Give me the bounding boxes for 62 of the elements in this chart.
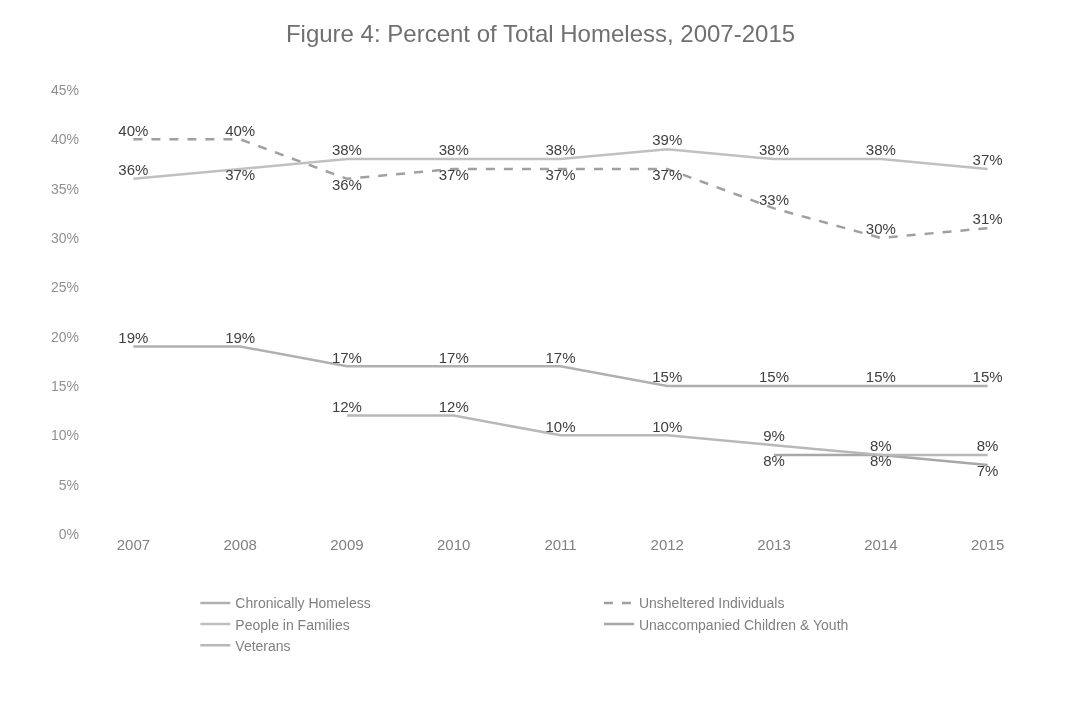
y-tick-label: 45% bbox=[50, 81, 79, 98]
data-label: 12% bbox=[331, 397, 362, 415]
data-label: 40% bbox=[118, 121, 149, 139]
data-label: 10% bbox=[652, 417, 683, 435]
data-label: 37% bbox=[545, 166, 576, 184]
legend-label: Unsheltered Individuals bbox=[638, 595, 785, 612]
data-label: 8% bbox=[869, 437, 892, 455]
data-label: 8% bbox=[869, 452, 892, 470]
legend-label: Chronically Homeless bbox=[235, 595, 371, 612]
data-label: 38% bbox=[331, 141, 362, 159]
data-label: 15% bbox=[865, 368, 896, 386]
data-label: 8% bbox=[976, 437, 999, 455]
y-tick-label: 20% bbox=[50, 328, 79, 345]
x-tick-label: 2012 bbox=[650, 536, 684, 553]
data-label: 38% bbox=[438, 141, 469, 159]
data-label: 37% bbox=[972, 151, 1003, 169]
data-label: 30% bbox=[865, 220, 896, 238]
x-tick-label: 2009 bbox=[330, 536, 364, 553]
data-label: 19% bbox=[225, 328, 256, 346]
data-label: 9% bbox=[763, 427, 785, 445]
x-tick-label: 2013 bbox=[757, 536, 791, 553]
data-label: 36% bbox=[118, 161, 149, 179]
data-label: 40% bbox=[225, 121, 256, 139]
data-label: 38% bbox=[545, 141, 576, 159]
data-label: 17% bbox=[545, 348, 576, 366]
x-tick-label: 2008 bbox=[223, 536, 257, 553]
y-tick-label: 10% bbox=[50, 427, 79, 444]
data-label: 38% bbox=[759, 141, 790, 159]
y-tick-label: 25% bbox=[50, 279, 79, 296]
data-label: 19% bbox=[118, 328, 149, 346]
data-label: 15% bbox=[759, 368, 790, 386]
y-tick-label: 40% bbox=[50, 131, 79, 148]
legend-label: Veterans bbox=[235, 637, 291, 654]
data-label: 17% bbox=[438, 348, 469, 366]
data-label: 8% bbox=[763, 452, 785, 470]
y-tick-label: 15% bbox=[50, 377, 79, 394]
data-label: 37% bbox=[652, 166, 683, 184]
y-tick-label: 30% bbox=[50, 229, 79, 246]
data-label: 37% bbox=[225, 166, 256, 184]
data-label: 38% bbox=[865, 141, 896, 159]
y-tick-label: 5% bbox=[58, 476, 79, 493]
x-tick-label: 2011 bbox=[544, 536, 577, 553]
data-label: 10% bbox=[545, 417, 576, 435]
x-tick-label: 2007 bbox=[116, 536, 151, 553]
x-tick-label: 2015 bbox=[970, 536, 1005, 553]
x-tick-label: 2010 bbox=[437, 536, 471, 553]
data-label: 33% bbox=[759, 190, 790, 208]
data-label: 7% bbox=[976, 462, 999, 480]
chart-title: Figure 4: Percent of Total Homeless, 2007-2015 bbox=[285, 19, 796, 47]
data-label: 15% bbox=[972, 368, 1003, 386]
data-label: 31% bbox=[972, 210, 1003, 228]
data-label: 37% bbox=[438, 166, 469, 184]
data-label: 15% bbox=[652, 368, 683, 386]
legend-label: People in Families bbox=[235, 616, 350, 633]
data-label: 36% bbox=[331, 176, 362, 194]
y-tick-label: 0% bbox=[58, 525, 79, 542]
data-label: 39% bbox=[652, 131, 683, 149]
legend-label: Unaccompanied Children & Youth bbox=[638, 616, 849, 633]
y-tick-label: 35% bbox=[50, 180, 79, 197]
data-label: 12% bbox=[438, 397, 469, 415]
data-label: 17% bbox=[331, 348, 362, 366]
x-tick-label: 2014 bbox=[864, 536, 898, 553]
